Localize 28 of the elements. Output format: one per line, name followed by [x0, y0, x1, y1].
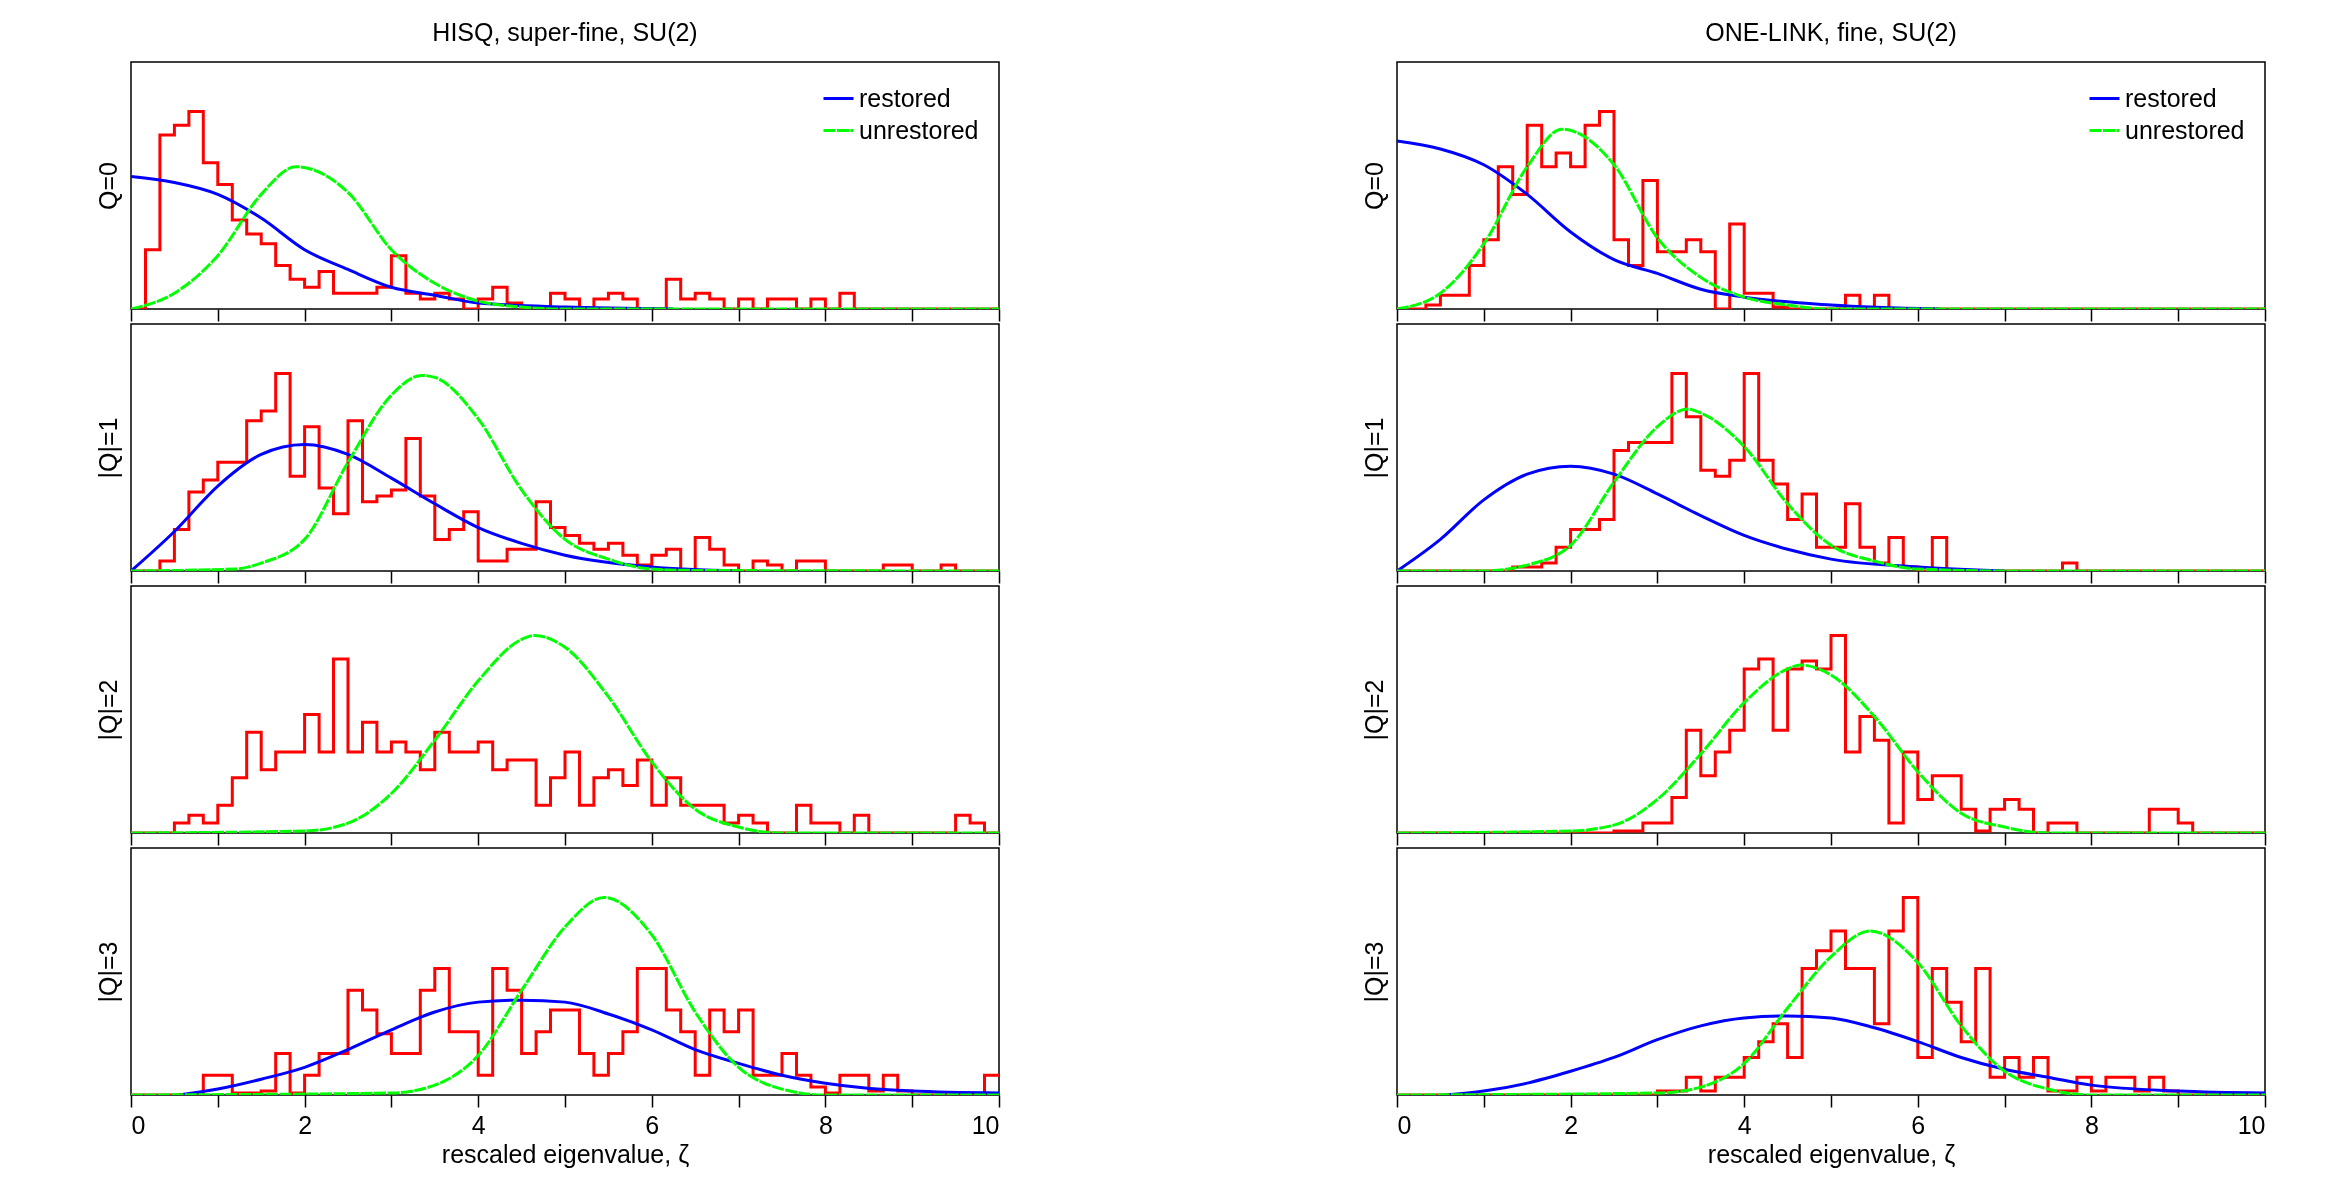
y-axis-title: Q=0 [1359, 162, 1388, 210]
y-axis-title: Q=0 [93, 162, 122, 210]
y-axis-title: |Q|=3 [93, 941, 122, 1003]
x-tick-label: 10 [971, 1110, 1000, 1139]
legend-label: restored [859, 83, 951, 112]
y-axis-title: |Q|=1 [1359, 417, 1388, 479]
legend-label: restored [2125, 83, 2217, 112]
x-tick-label: 8 [2084, 1110, 2099, 1139]
chart-title: HISQ, super-fine, SU(2) [432, 18, 698, 46]
y-axis-title: |Q|=1 [93, 417, 122, 479]
x-tick-label: 6 [1911, 1110, 1926, 1139]
x-tick-label: 6 [645, 1110, 660, 1139]
legend-label: unrestored [859, 115, 979, 144]
x-axis-title: rescaled eigenvalue, ζ [441, 1139, 690, 1168]
y-axis-title: |Q|=2 [1359, 679, 1388, 741]
x-tick-label: 10 [2237, 1110, 2266, 1139]
x-tick-label: 2 [1564, 1110, 1579, 1139]
x-tick-label: 0 [1397, 1110, 1412, 1139]
x-tick-label: 4 [1737, 1110, 1752, 1139]
y-axis-title: |Q|=3 [1359, 941, 1388, 1003]
x-tick-label: 0 [131, 1110, 146, 1139]
x-axis-title: rescaled eigenvalue, ζ [1707, 1139, 1956, 1168]
legend-label: unrestored [2125, 115, 2245, 144]
chart-title: ONE-LINK, fine, SU(2) [1705, 18, 1957, 46]
y-axis-title: |Q|=2 [93, 679, 122, 741]
x-tick-label: 8 [818, 1110, 833, 1139]
x-tick-label: 2 [298, 1110, 313, 1139]
x-tick-label: 4 [471, 1110, 486, 1139]
